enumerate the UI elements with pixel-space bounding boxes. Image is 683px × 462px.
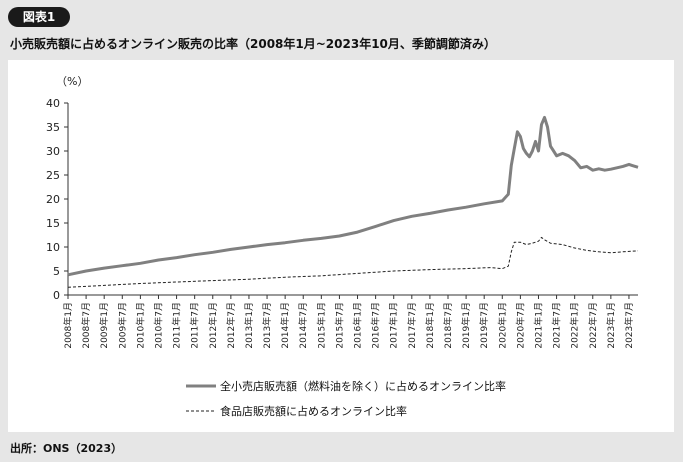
line-chart: （%） 0 5 10 15 20 25 30 35 40 2008年1月 2008年7月 2009年… [46,75,639,418]
x-tick-label: 2009年7月 [116,302,128,349]
x-tick-label: 2021年1月 [532,302,544,349]
chart-title: 小売販売額に占めるオンライン販売の比率（2008年1月~2023年10月、季節調… [10,37,496,51]
x-tick-label: 2015年7月 [333,302,345,349]
x-tick-label: 2023年7月 [623,302,635,349]
x-tick-label: 2016年7月 [370,302,382,349]
x-tick-label: 2019年1月 [460,302,472,349]
x-tick-label: 2020年1月 [496,302,508,349]
y-axis: 0 5 10 15 20 25 30 35 40 [46,97,69,302]
y-tick-label: 0 [53,289,60,302]
series-line-food-stores [67,236,639,288]
x-tick-label: 2020年7月 [514,302,526,349]
y-tick-label: 30 [46,145,60,158]
legend: 全小売店販売額（燃料油を除く）に占めるオンライン比率食品店販売額に占めるオンライ… [186,379,506,418]
x-tick-label: 2018年7月 [442,302,454,349]
y-tick-label: 40 [46,97,60,110]
x-tick-label: 2013年7月 [261,302,273,349]
x-tick-label: 2017年7月 [406,302,418,349]
x-tick-label: 2021年7月 [551,302,563,349]
x-tick-label: 2010年7月 [152,302,164,349]
y-tick-label: 5 [53,265,60,278]
series-layer [67,115,639,288]
y-tick-label: 15 [46,217,60,230]
x-tick-label: 2022年1月 [569,302,581,349]
x-tick-label: 2019年7月 [478,302,490,349]
x-tick-label: 2013年1月 [243,302,255,349]
series-line-all-retail [67,115,639,277]
y-axis-unit-label: （%） [56,75,88,88]
x-tick-label: 2017年1月 [388,302,400,349]
x-axis: 2008年1月 2008年7月 2009年1月 2009年7月 2010年1月 2010年… [62,294,638,349]
chart-panel: （%） 0 5 10 15 20 25 30 35 40 2008年1月 2008年7月 2009年… [8,60,674,432]
figure-label-badge: 図表1 [8,7,70,27]
x-tick-label: 2011年7月 [189,302,201,349]
x-tick-label: 2009年1月 [98,302,110,349]
x-tick-label: 2023年1月 [605,302,617,349]
x-tick-label: 2022年7月 [587,302,599,349]
x-tick-label: 2012年7月 [225,302,237,349]
x-tick-label: 2008年1月 [62,302,74,349]
x-tick-label: 2008年7月 [80,302,92,349]
y-tick-label: 35 [46,121,60,134]
x-tick-label: 2011年1月 [171,302,183,349]
x-tick-label: 2015年1月 [315,302,327,349]
legend-label-food-stores: 食品店販売額に占めるオンライン比率 [220,404,407,418]
x-tick-label: 2018年1月 [424,302,436,349]
y-tick-label: 25 [46,169,60,182]
y-tick-label: 10 [46,241,60,254]
source-note: 出所：ONS（2023） [10,442,123,455]
x-tick-label: 2014年7月 [297,302,309,349]
x-tick-label: 2010年1月 [134,302,146,349]
x-tick-label: 2012年1月 [207,302,219,349]
y-tick-label: 20 [46,193,60,206]
legend-label-all-retail: 全小売店販売額（燃料油を除く）に占めるオンライン比率 [220,379,506,393]
x-tick-label: 2016年1月 [352,302,364,349]
x-tick-label: 2014年1月 [279,302,291,349]
